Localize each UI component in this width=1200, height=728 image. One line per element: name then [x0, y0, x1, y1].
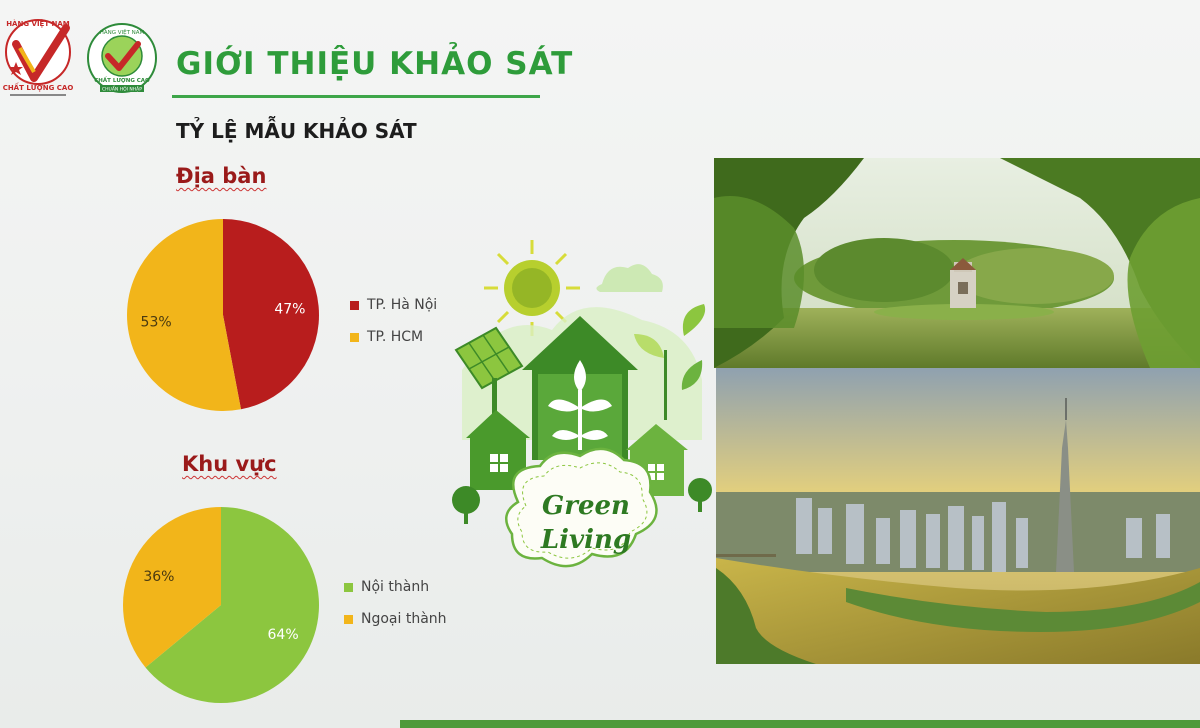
landmark-tower-icon	[1056, 398, 1074, 572]
small-house-left-icon	[466, 410, 530, 490]
slice-data-label: 36%	[143, 569, 174, 585]
hoan-kiem-lake-photo	[714, 158, 1200, 368]
sun-icon	[484, 240, 580, 336]
page-title: GIỚI THIỆU KHẢO SÁT	[176, 46, 574, 82]
logo-text-bottom: CHẤT LƯỢNG CAO	[3, 82, 74, 92]
footer-strip	[400, 720, 1200, 728]
slice-data-label: 47%	[274, 302, 305, 318]
chart-title-khu-vuc: Khu vực	[182, 452, 277, 476]
legend-item: Nội thành	[344, 579, 447, 595]
green-living-badge: Green Living	[505, 447, 658, 568]
legend-swatch	[344, 582, 353, 592]
pie-slice	[127, 219, 241, 411]
logo2-text-bottom: CHUẨN HỘI NHẬP	[102, 85, 142, 93]
legend-label: TP. Hà Nội	[367, 297, 438, 313]
pie-slice	[145, 507, 319, 703]
legend-dia-ban: TP. Hà Nội TP. HCM	[350, 297, 437, 361]
legend-swatch	[344, 614, 353, 624]
legend-label: TP. HCM	[367, 329, 424, 345]
legend-khu-vuc: Nội thành Ngoại thành	[344, 579, 447, 643]
badge-text-living: Living	[540, 525, 631, 555]
chart-title-dia-ban: Địa bàn	[176, 164, 267, 188]
pie-chart-khu-vuc: 64% 36%	[123, 507, 319, 703]
logo2-text-top: HÀNG VIỆT NAM	[100, 28, 145, 36]
slice-data-label: 53%	[141, 314, 172, 330]
solar-panel-icon	[454, 326, 524, 422]
green-living-illustration: Green Living	[452, 240, 712, 568]
vietnam-quality-standard-logo: HÀNG VIỆT NAM CHẤT LƯỢNG CAO CHUẨN HỘI N…	[87, 23, 157, 93]
tree-icon	[452, 478, 712, 524]
pie-slice	[223, 219, 320, 410]
title-underline	[172, 95, 540, 98]
leaf-icon	[634, 304, 706, 420]
legend-swatch	[350, 300, 359, 310]
legend-item: Ngoại thành	[344, 611, 447, 627]
legend-item: TP. HCM	[350, 329, 437, 345]
logo-text-top: HÀNG VIỆT NAM	[6, 19, 70, 28]
turtle-tower-icon	[950, 258, 976, 308]
pie-chart-dia-ban: 47% 53%	[127, 219, 320, 411]
legend-item: TP. Hà Nội	[350, 297, 437, 313]
logo2-text-mid: CHẤT LƯỢNG CAO	[94, 76, 150, 84]
cloud-icon	[596, 264, 663, 292]
legend-label: Ngoại thành	[361, 611, 447, 627]
house-icon	[522, 316, 638, 460]
saigon-city-photo	[716, 368, 1200, 664]
badge-text-green: Green	[542, 491, 630, 521]
slice-data-label: 64%	[268, 627, 299, 643]
legend-swatch	[350, 332, 359, 342]
pie-slice	[123, 507, 221, 668]
legend-label: Nội thành	[361, 579, 430, 595]
high-quality-vietnam-logo: HÀNG VIỆT NAM CHẤT LƯỢNG CAO	[3, 19, 74, 96]
page-subtitle: TỶ LỆ MẪU KHẢO SÁT	[176, 119, 417, 143]
